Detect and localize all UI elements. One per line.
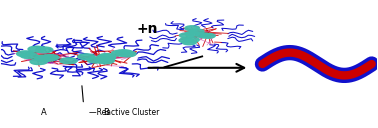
Circle shape	[185, 38, 199, 42]
Circle shape	[97, 58, 114, 64]
Circle shape	[112, 50, 129, 56]
Circle shape	[60, 58, 77, 64]
Circle shape	[78, 54, 95, 60]
Circle shape	[115, 50, 133, 56]
Circle shape	[17, 51, 34, 57]
Circle shape	[87, 57, 105, 63]
Circle shape	[179, 38, 194, 43]
Circle shape	[98, 55, 115, 61]
Circle shape	[180, 33, 194, 38]
Circle shape	[196, 33, 211, 38]
Circle shape	[97, 54, 115, 60]
Circle shape	[185, 31, 199, 36]
Circle shape	[35, 55, 52, 61]
Circle shape	[119, 51, 136, 57]
Circle shape	[190, 29, 204, 34]
Circle shape	[36, 56, 53, 61]
Text: B: B	[103, 108, 109, 117]
Circle shape	[39, 55, 56, 61]
Circle shape	[182, 40, 197, 45]
Circle shape	[20, 53, 37, 58]
Circle shape	[30, 59, 47, 65]
Circle shape	[185, 26, 199, 31]
Circle shape	[28, 46, 45, 52]
Circle shape	[94, 57, 112, 62]
Circle shape	[98, 54, 116, 59]
Circle shape	[36, 47, 53, 53]
Circle shape	[201, 33, 215, 38]
Text: A: A	[41, 108, 47, 117]
Text: +n: +n	[137, 22, 158, 36]
Circle shape	[42, 55, 59, 60]
Text: —Reactive Cluster: —Reactive Cluster	[89, 108, 160, 117]
